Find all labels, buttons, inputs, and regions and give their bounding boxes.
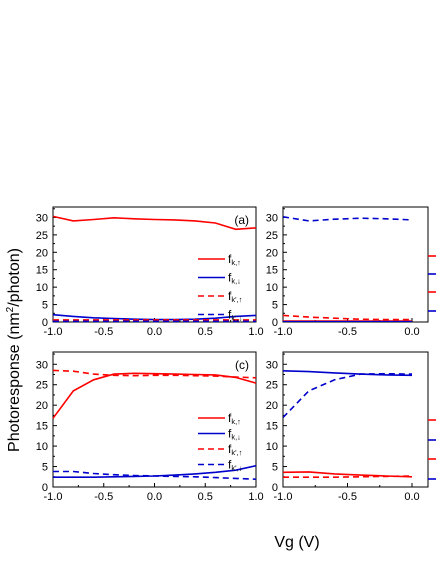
panel-b: 0 5 10 15 20 25 30 -1.0 -0.5 0.0: [266, 206, 429, 338]
x-tick-label: -0.5: [338, 491, 357, 503]
panel-label: (c): [235, 358, 249, 372]
y-tick-label: 5: [42, 300, 48, 312]
y-tick-label: 5: [272, 462, 278, 474]
x-tick-label: 0.0: [404, 326, 419, 338]
y-tick-label: 5: [272, 300, 278, 312]
y-tick-label: 20: [36, 400, 48, 412]
x-tick-label: 1.0: [248, 491, 263, 503]
panel-a: 0 5 10 15 20 25 30 -1.0 -0.5 0.0 0.5 1.0 (a) fk,↑ fk,↓…: [36, 206, 264, 338]
x-axis-title: Vg (V): [274, 534, 319, 551]
y-tick-label: 0: [272, 482, 278, 494]
y-tick-label: 20: [266, 247, 278, 259]
x-tick-label: -0.5: [338, 326, 357, 338]
y-tick-label: 20: [36, 247, 48, 259]
y-tick-label: 10: [36, 441, 48, 453]
y-tick-label: 30: [266, 212, 278, 224]
panel-label: (a): [234, 213, 249, 227]
plot-frame: [52, 206, 257, 323]
plot-frame: [282, 206, 429, 323]
x-tick-label: -1.0: [44, 326, 63, 338]
y-tick-label: 25: [266, 380, 278, 392]
legend-label: fk',↓: [228, 458, 242, 473]
x-tick-label: 0.0: [147, 491, 162, 503]
series-line-2: [283, 372, 413, 419]
y-tick-label: 15: [266, 265, 278, 277]
legend-label: fk',↑: [228, 442, 242, 457]
y-axis-title: Photoresponse (nm2/photon): [5, 248, 23, 452]
legend-label: fk',↓: [228, 308, 242, 323]
y-tick-label: 20: [266, 400, 278, 412]
series-line-4: [283, 475, 413, 479]
legend-label: fk,↑: [228, 411, 241, 426]
y-tick-label: 0: [42, 317, 48, 329]
y-tick-label: 30: [36, 212, 48, 224]
y-tick-label: 5: [42, 462, 48, 474]
x-tick-label: -1.0: [274, 326, 293, 338]
y-tick-label: 25: [36, 380, 48, 392]
series-line-3: [283, 471, 413, 478]
y-tick-label: 25: [266, 230, 278, 242]
series-line-1: [52, 215, 257, 231]
panel-c: 0 5 10 15 20 25 30 -1.0 -0.5 0.0 0.5 1.0 (c) fk,↑fk,↓…: [36, 351, 264, 503]
series-group: [52, 369, 257, 480]
legend-label: fk,↓: [228, 271, 241, 286]
x-tick-label: 0.0: [404, 491, 419, 503]
x-tick-label: -1.0: [44, 491, 63, 503]
legend-label: fk,↓: [228, 427, 241, 442]
y-tick-label: 0: [272, 317, 278, 329]
legend-label: fk,↑: [228, 252, 241, 267]
legend-label: fk',↑: [228, 289, 242, 304]
series-line-2: [283, 314, 412, 321]
series-line-1: [283, 370, 413, 377]
series-group: [52, 215, 257, 323]
x-tick-label: 0.0: [147, 326, 162, 338]
y-tick-label: 10: [266, 282, 278, 294]
series-group: [283, 370, 413, 479]
series-group: [283, 216, 413, 322]
x-tick-label: 0.5: [198, 491, 213, 503]
series-line-3: [52, 369, 257, 379]
y-tick-label: 30: [266, 359, 278, 371]
y-tick-label: 25: [36, 230, 48, 242]
y-tick-label: 15: [36, 421, 48, 433]
x-tick-label: -1.0: [274, 491, 293, 503]
y-tick-label: 10: [266, 441, 278, 453]
x-tick-label: 0.5: [198, 326, 213, 338]
y-axis-title-superscript: 2: [5, 306, 16, 312]
y-tick-label: 15: [36, 265, 48, 277]
series-line-1: [283, 216, 413, 222]
x-tick-label: -0.5: [94, 326, 113, 338]
series-line-1: [52, 372, 257, 419]
y-tick-label: 10: [36, 282, 48, 294]
y-tick-label: 0: [42, 482, 48, 494]
x-tick-label: -0.5: [94, 491, 113, 503]
series-line-4: [53, 470, 257, 480]
x-tick-label: 1.0: [248, 326, 263, 338]
panel-d: 0 5 10 15 20 25 30 -1.0 -0.5 0.0: [266, 351, 429, 503]
series-line-2: [52, 313, 257, 321]
y-tick-label: 15: [266, 421, 278, 433]
y-tick-label: 30: [36, 359, 48, 371]
